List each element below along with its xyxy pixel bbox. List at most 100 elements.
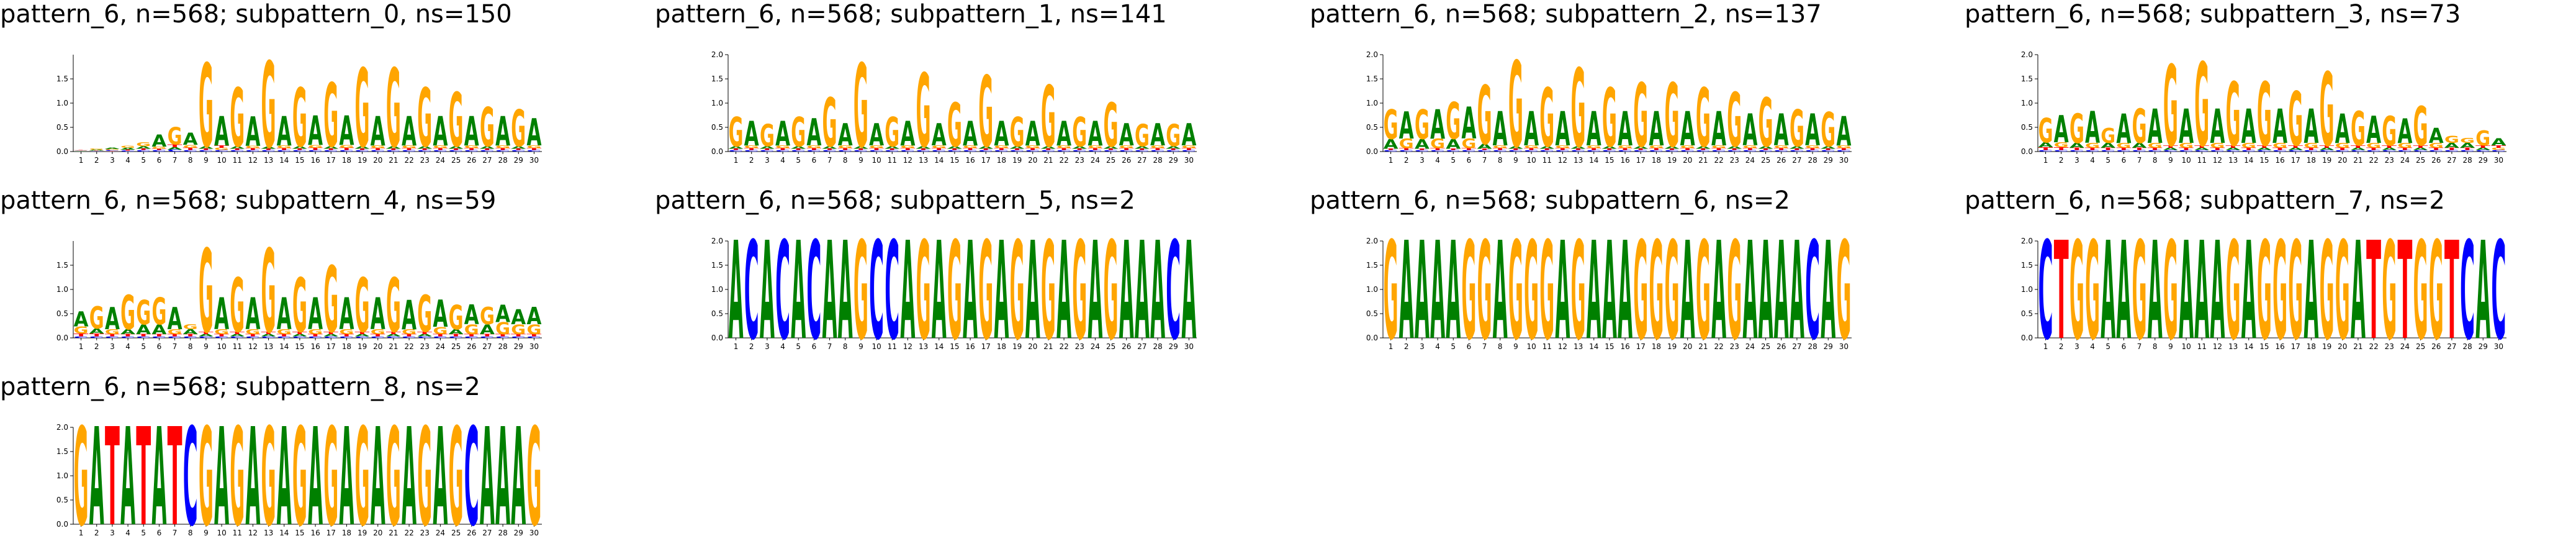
logo-letter-T: T [2132, 147, 2149, 151]
logo-letter-C: C [885, 214, 899, 371]
x-tick-label: 28 [2462, 342, 2472, 351]
logo-letter-A: A [1477, 142, 1492, 150]
logo-letter-T: T [1446, 148, 1464, 151]
logo-letter-A: A [402, 401, 417, 557]
logo-letter-C: C [1461, 150, 1478, 152]
logo-letter-G: G [2101, 125, 2115, 148]
logo-letter-G: G [417, 401, 432, 557]
logo-letter-C: C [1665, 150, 1682, 152]
x-tick-label: 29 [2479, 342, 2488, 351]
logo-letter-T: T [323, 330, 340, 335]
logo-letter-C: C [1680, 150, 1697, 152]
logo-letter-T: T [168, 143, 186, 148]
y-tick-label: 0.5 [1366, 309, 1378, 318]
logo-letter-C: C [433, 150, 449, 152]
panel-title: pattern_6, n=568; subpattern_3, ns=73 [1965, 0, 2461, 29]
logo-letter-C: C [2257, 150, 2274, 152]
logo-letter-T: T [151, 148, 169, 151]
x-tick-label: 18 [1652, 342, 1661, 351]
logo-letter-C: C [2382, 150, 2398, 152]
y-tick-label: 0.5 [711, 123, 723, 132]
logo-letter-T: T [869, 148, 890, 152]
logo-letter-C: C [2288, 150, 2305, 152]
x-tick-label: 7 [2137, 342, 2142, 351]
logo-letter-G: G [464, 322, 479, 337]
logo-letter-C: C [1430, 150, 1447, 152]
logo-letter-T: T [2413, 144, 2430, 148]
logo-letter-G: G [1539, 71, 1554, 165]
x-tick-label: 3 [110, 529, 115, 537]
logo-letter-C: C [245, 150, 262, 152]
x-tick-label: 3 [1420, 342, 1425, 351]
logo-letter-G: G [2038, 112, 2053, 152]
y-tick-label: 0.0 [1366, 147, 1378, 156]
logo-letter-C: C [1805, 150, 1822, 152]
x-tick-label: 30 [1184, 342, 1194, 351]
x-tick-label: 24 [1091, 342, 1100, 351]
logo-letter-A: A [2460, 142, 2475, 150]
logo-letter-T: T [402, 148, 423, 152]
logo-letter-A: A [89, 150, 112, 152]
logo-letter-C: C [2335, 150, 2352, 152]
logo-letter-A: A [1399, 214, 1414, 371]
logo-letter-A: A [1774, 105, 1789, 156]
x-tick-label: 22 [1714, 156, 1723, 165]
logo-letter-T: T [900, 148, 921, 152]
logo-letter-A: A [402, 291, 417, 339]
logo-letter-C: C [183, 150, 200, 152]
x-tick-label: 13 [264, 156, 273, 165]
logo-letter-A: A [1493, 214, 1508, 371]
logo-letter-A: A [495, 107, 510, 155]
x-tick-label: 1 [79, 342, 84, 351]
logo-letter-T: T [1587, 148, 1608, 152]
logo-letter-T: T [526, 333, 543, 337]
logo-letter-T: T [386, 148, 404, 151]
y-tick-label: 2.0 [1366, 50, 1378, 59]
logo-letter-C: C [1711, 150, 1728, 152]
logo-letter-T: T [105, 401, 120, 557]
x-tick-label: 8 [1498, 342, 1503, 351]
panel-title: pattern_6, n=568; subpattern_2, ns=137 [1310, 0, 1822, 29]
logo-letter-T: T [1166, 148, 1184, 151]
logo-letter-A: A [323, 333, 338, 337]
logo-letter-G: G [2179, 142, 2194, 150]
logo-letter-T: T [277, 333, 294, 337]
logo-letter-A: A [1135, 214, 1150, 371]
logo-letter-G: G [1025, 145, 1041, 150]
logo-letter-C: C [168, 336, 184, 339]
logo-letter-G: G [495, 145, 511, 150]
logo-letter-A: A [151, 131, 166, 152]
logo-letter-T: T [1088, 148, 1109, 152]
logo-letter-A: A [2288, 147, 2303, 151]
logo-plot: 0.00.51.01.52.01 2 3 4 5 6 7 8 9 10 11 12 13 14 15 16 17… [1366, 214, 1852, 371]
logo-letter-C: C [464, 401, 479, 557]
logo-letter-T: T [1524, 148, 1545, 152]
logo-letter-T: T [2444, 214, 2459, 371]
logo-letter-A: A [885, 145, 899, 150]
x-tick-label: 21 [1698, 156, 1708, 165]
logo-letter-A: A [1602, 214, 1617, 371]
x-tick-label: 22 [2369, 156, 2378, 165]
logo-letter-C: C [1166, 150, 1182, 152]
logo-letter-G: G [261, 401, 276, 557]
logo-letter-A: A [2351, 147, 2366, 151]
y-tick-label: 0.5 [1366, 123, 1378, 132]
logo-letter-A: A [1790, 214, 1804, 371]
logo-letter-T: T [947, 148, 965, 151]
logo-letter-G: G [2288, 77, 2303, 163]
logo-letter-T: T [822, 148, 840, 151]
logo-letter-G: G [2163, 214, 2178, 371]
logo-letter-C: C [230, 150, 246, 152]
logo-letter-G: G [994, 145, 1009, 150]
logo-letter-A: A [916, 145, 931, 150]
logo-letter-C: C [2241, 150, 2258, 152]
y-tick-label: 2.0 [711, 237, 723, 245]
x-tick-label: 29 [1169, 156, 1178, 165]
x-tick-label: 17 [327, 342, 336, 351]
logo-letter-A: A [2054, 108, 2069, 151]
logo-letter-C: C [1555, 150, 1572, 152]
logo-letter-A: A [402, 107, 417, 155]
logo-letter-G: G [74, 401, 89, 557]
logo-letter-T: T [932, 148, 953, 152]
logo-letter-T: T [2366, 214, 2381, 371]
